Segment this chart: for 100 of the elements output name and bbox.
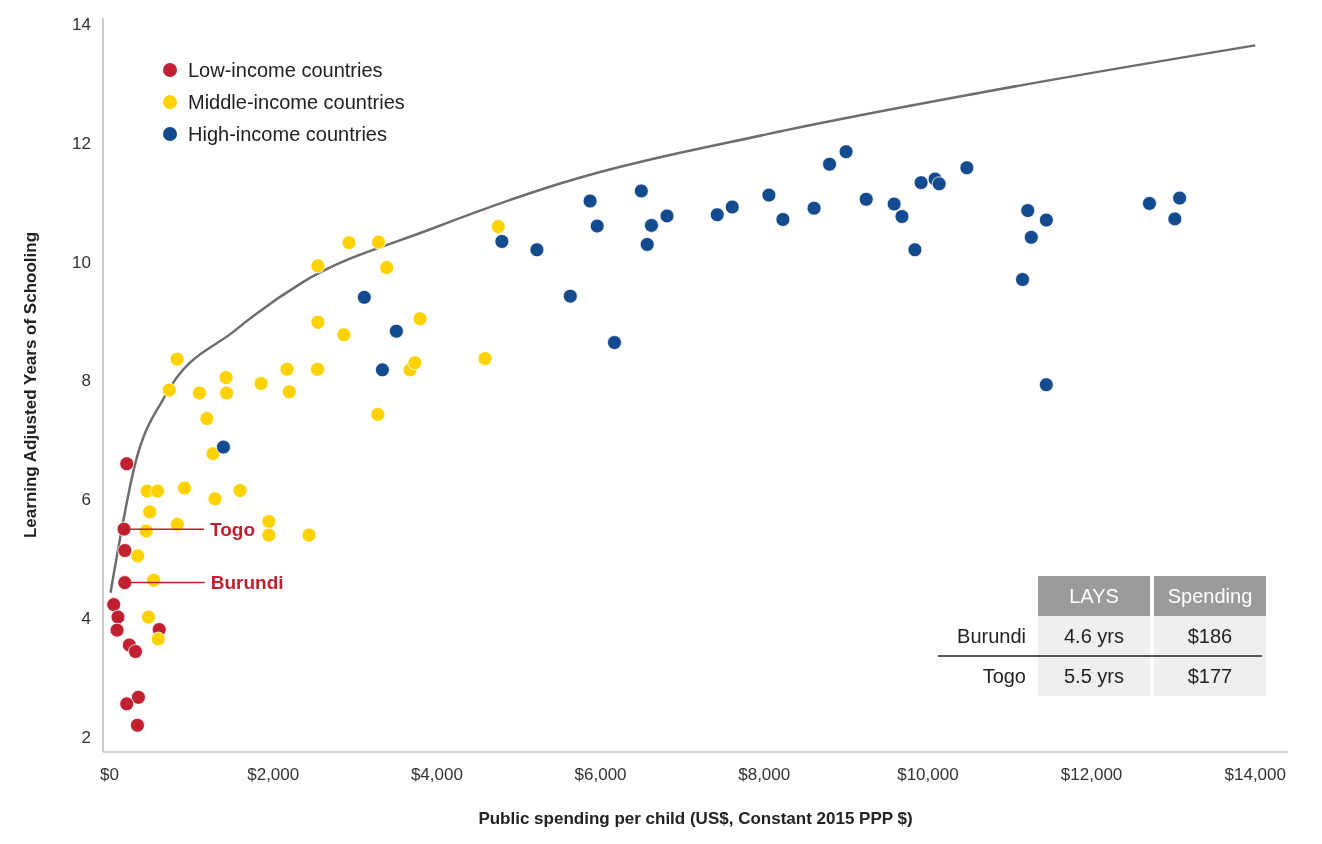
- point: [336, 327, 352, 343]
- point: [1167, 211, 1183, 227]
- point: [1020, 203, 1036, 218]
- y-tick-label: 8: [81, 371, 91, 391]
- point: [261, 514, 277, 529]
- point: [806, 200, 822, 216]
- point: [1172, 190, 1188, 206]
- point: [1142, 196, 1157, 211]
- x-tick-label: $12,000: [1060, 765, 1123, 784]
- annotation: 4.6 yrs: [1063, 625, 1125, 647]
- point: [490, 219, 506, 235]
- point: [146, 572, 162, 588]
- point: [119, 696, 135, 712]
- annotation: $186: [1187, 625, 1233, 647]
- point: [370, 407, 386, 422]
- x-tick-label: $0: [100, 765, 120, 784]
- point: [117, 575, 133, 591]
- point: [931, 176, 947, 192]
- point: [529, 242, 545, 258]
- point: [310, 361, 325, 377]
- point: [279, 361, 295, 377]
- point: [169, 351, 185, 367]
- point: [161, 382, 177, 398]
- x-tick-label: $2,000: [247, 765, 300, 784]
- legend-label: Middle-income countries: [188, 91, 405, 113]
- point: [205, 446, 221, 462]
- legend-label: Low-income countries: [188, 59, 383, 81]
- point: [150, 631, 166, 647]
- point: [775, 212, 791, 227]
- annotation: LAYS: [1069, 585, 1119, 607]
- annotation: Togo: [982, 665, 1026, 687]
- point: [886, 196, 902, 212]
- y-tick-label: 10: [72, 252, 91, 272]
- point: [633, 183, 649, 199]
- point: [709, 207, 725, 223]
- point: [494, 234, 510, 249]
- point: [838, 144, 854, 160]
- point: [219, 385, 235, 401]
- point: [110, 609, 126, 625]
- annotation: Burundi: [210, 572, 284, 594]
- point: [177, 480, 192, 496]
- point: [562, 288, 578, 304]
- point: [1038, 377, 1054, 393]
- point: [582, 193, 598, 209]
- point: [356, 289, 372, 305]
- point: [117, 543, 133, 558]
- point: [644, 218, 659, 233]
- point: [894, 209, 910, 224]
- point: [822, 156, 837, 172]
- point: [412, 311, 428, 327]
- point: [959, 160, 975, 176]
- annotation: $177: [1187, 665, 1233, 687]
- point: [192, 385, 207, 401]
- x-tick-label: $6,000: [574, 765, 627, 784]
- point: [724, 199, 740, 215]
- point: [116, 521, 132, 537]
- point: [106, 597, 122, 613]
- annotation: Spending: [1167, 585, 1253, 607]
- point: [371, 234, 386, 250]
- annotation: 5.5 yrs: [1063, 665, 1125, 687]
- annotation: Togo: [210, 518, 256, 540]
- point: [109, 622, 125, 638]
- y-tick-label: 6: [81, 490, 91, 510]
- point: [128, 644, 143, 659]
- point: [141, 609, 156, 625]
- point: [407, 355, 423, 371]
- point: [261, 527, 277, 543]
- point: [913, 175, 929, 191]
- y-axis-title: Learning Adjusted Years of Schooling: [21, 231, 40, 539]
- point: [216, 439, 231, 455]
- point: [1038, 212, 1054, 228]
- point: [142, 504, 158, 520]
- y-tick-label: 14: [72, 14, 91, 34]
- point: [150, 483, 165, 499]
- point: [639, 237, 655, 252]
- x-axis-title: Public spending per child (US$, Constant 2015 PPP $): [478, 809, 913, 828]
- point: [281, 384, 297, 400]
- point: [199, 411, 215, 426]
- x-tick-label: $4,000: [410, 765, 463, 784]
- point: [858, 191, 874, 207]
- annotation: Burundi: [957, 625, 1026, 647]
- point: [310, 314, 326, 330]
- y-tick-label: 2: [81, 728, 91, 748]
- point: [130, 548, 146, 564]
- point: [232, 483, 248, 498]
- legend-label: High-income countries: [188, 123, 387, 145]
- point: [388, 323, 404, 339]
- point: [131, 689, 146, 705]
- point: [589, 218, 605, 234]
- point: [253, 376, 269, 391]
- point: [310, 258, 326, 274]
- point: [301, 527, 317, 543]
- point: [1023, 229, 1039, 245]
- point: [341, 235, 357, 251]
- point: [607, 335, 622, 350]
- point: [379, 260, 395, 276]
- point: [907, 242, 923, 258]
- point: [659, 208, 675, 224]
- point: [1015, 272, 1030, 287]
- point: [130, 717, 145, 733]
